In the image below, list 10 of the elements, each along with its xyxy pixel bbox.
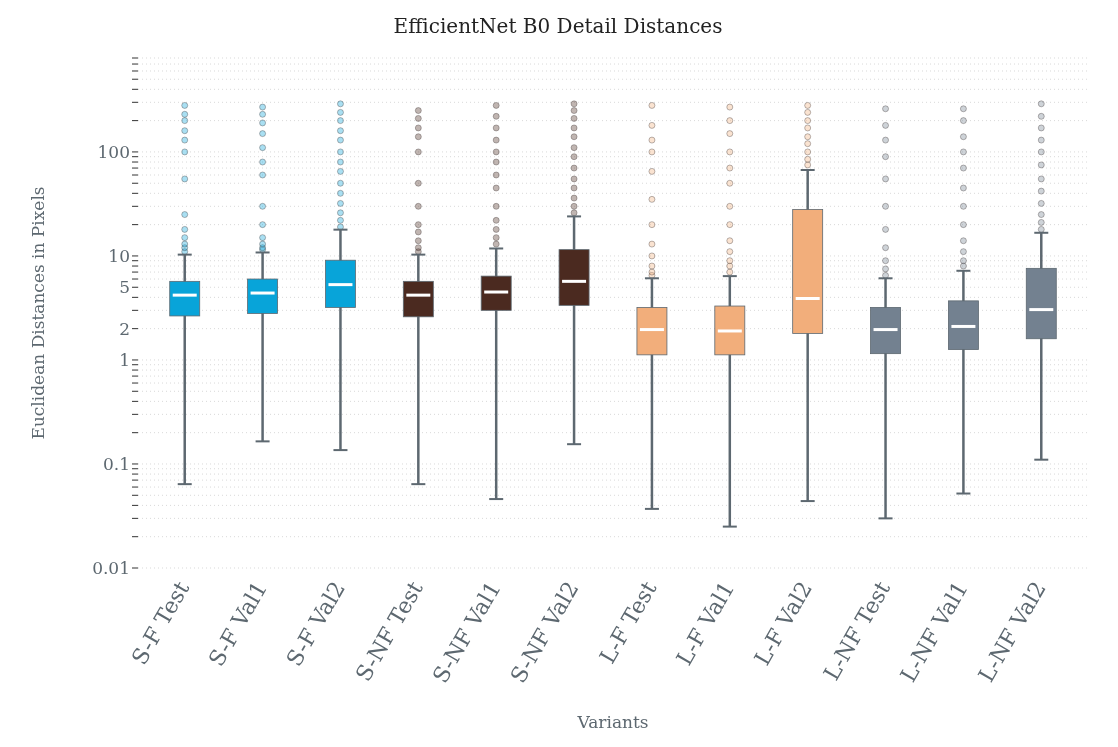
y-tick-label: 10: [108, 245, 130, 266]
x-axis-title: Variants: [576, 712, 649, 732]
y-tick-label: 100: [97, 141, 130, 162]
y-tick-label: 0.01: [92, 558, 130, 579]
y-tick-label: 1: [119, 350, 130, 370]
y-tick-label: 0.1: [102, 454, 130, 475]
y-tick-label: 2: [119, 318, 130, 339]
y-tick-label: 5: [119, 277, 130, 298]
chart-title: EfficientNet B0 Detail Distances: [392, 13, 724, 40]
y-axis-title: Euclidean Distances in Pixels: [28, 186, 49, 440]
